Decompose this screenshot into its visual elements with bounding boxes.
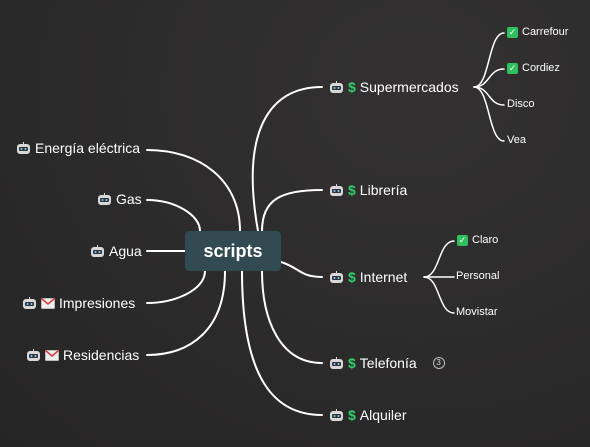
subtopic-cordiez[interactable]: ✓ Cordiez [507, 62, 560, 74]
topic-label: Agua [109, 243, 142, 259]
robot-icon [330, 356, 343, 369]
topic-internet[interactable]: $ Internet [329, 269, 407, 285]
dollar-icon: $ [348, 355, 356, 371]
subtopic-label: Claro [472, 234, 499, 246]
robot-icon [98, 192, 111, 205]
topic-label: Alquiler [359, 407, 407, 423]
mail-icon [41, 297, 55, 309]
link-carrefour [473, 32, 505, 88]
link-internet [280, 261, 323, 278]
subtopic-movistar[interactable]: Movistar [456, 306, 498, 318]
dollar-icon: $ [348, 79, 356, 95]
topic-label: Telefonía [359, 355, 417, 371]
topic-label: Residencias [63, 347, 140, 363]
link-alquiler [241, 270, 323, 416]
robot-icon [330, 270, 343, 283]
link-residencias [146, 270, 226, 356]
subtopic-disco[interactable]: Disco [507, 98, 535, 110]
robot-icon [17, 141, 30, 154]
link-cordiez [473, 68, 505, 88]
link-impresiones [146, 270, 206, 304]
check-icon: ✓ [457, 234, 468, 246]
topic-impresiones[interactable]: Impresiones [22, 295, 135, 311]
root-topic[interactable]: scripts [185, 231, 281, 271]
root-topic-label: scripts [203, 240, 263, 261]
topic-label: Librería [359, 182, 408, 198]
topic-label: Energía eléctrica [35, 140, 141, 156]
subtopic-carrefour[interactable]: ✓ Carrefour [507, 26, 568, 38]
subtopic-personal[interactable]: Personal [456, 270, 499, 282]
topic-alquiler[interactable]: $ Alquiler [329, 407, 407, 423]
link-vea [473, 86, 505, 142]
topic-label: Impresiones [59, 295, 136, 311]
dollar-icon: $ [348, 269, 356, 285]
subtopic-label: Disco [507, 98, 535, 110]
topic-supermercados[interactable]: $ Supermercados [329, 79, 459, 95]
subtopic-label: Movistar [456, 306, 498, 318]
link-energia [146, 149, 241, 232]
subtopic-label: Cordiez [522, 62, 560, 74]
check-icon: ✓ [507, 26, 518, 38]
link-gas [146, 199, 201, 232]
subtopic-label: Personal [456, 270, 500, 282]
link-supermercados [251, 86, 323, 232]
robot-icon [330, 408, 343, 421]
robot-icon [23, 296, 36, 309]
topic-agua[interactable]: Agua [90, 243, 142, 259]
robot-icon [330, 80, 343, 93]
topic-gas[interactable]: Gas [97, 191, 142, 207]
dollar-icon: $ [348, 407, 356, 423]
link-claro [423, 240, 455, 278]
topic-energia-electrica[interactable]: Energía eléctrica [16, 140, 140, 156]
topic-residencias[interactable]: Residencias [26, 347, 139, 363]
link-movistar [423, 276, 455, 314]
robot-icon [330, 183, 343, 196]
dollar-icon: $ [348, 182, 356, 198]
mail-icon [45, 349, 59, 361]
topic-label: Supermercados [359, 79, 459, 95]
subtopic-label: Vea [507, 134, 526, 146]
subtopic-label: Carrefour [522, 26, 569, 38]
topic-label: Internet [359, 269, 408, 285]
subtopic-claro[interactable]: ✓ Claro [457, 234, 498, 246]
robot-icon [91, 244, 104, 257]
topic-label: Gas [116, 191, 142, 207]
subtopic-vea[interactable]: Vea [507, 134, 526, 146]
robot-icon [27, 348, 40, 361]
check-icon: ✓ [507, 62, 518, 74]
collapsed-count-badge[interactable]: 3 [432, 357, 445, 369]
topic-libreria[interactable]: $ Librería [329, 182, 407, 198]
link-telefonia [261, 270, 323, 364]
topic-telefonia[interactable]: $ Telefonía 3 [329, 355, 445, 371]
link-libreria [261, 189, 323, 232]
